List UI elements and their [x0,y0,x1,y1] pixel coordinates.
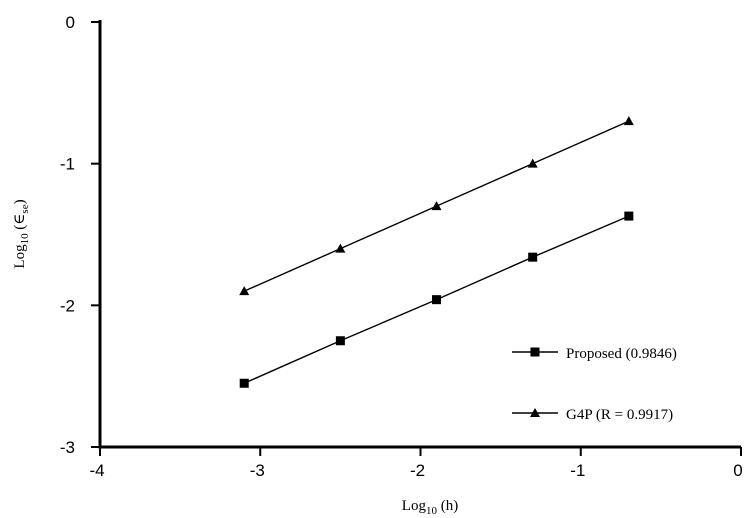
legend-label-proposed: Proposed (0.9846) [566,346,677,362]
y-tick-label: -2 [60,296,75,315]
data-point-triangle [335,243,346,253]
data-point-triangle [623,116,634,126]
data-point-triangle [239,286,250,296]
y-tick-label: -1 [60,155,75,174]
legend-item-g4p: G4P (R = 0.9917) [512,407,673,423]
legend-marker-square [530,347,540,357]
data-point-triangle [527,158,538,168]
x-tick-label: -4 [89,461,104,480]
data-point-square [528,252,538,262]
y-tick-label: -3 [60,438,75,457]
legend: Proposed (0.9846) G4P (R = 0.9917) [512,346,677,423]
legend-marker-triangle [530,408,540,417]
series-layer [239,116,634,388]
data-point-square [335,336,345,346]
data-point-square [239,378,249,388]
data-point-square [624,211,634,221]
data-point-triangle [431,201,442,211]
legend-label-g4p: G4P (R = 0.9917) [566,407,673,423]
x-tick-label: -1 [570,461,585,480]
axes [98,20,741,449]
x-axis-title: Log10 (h) [402,498,458,517]
y-tick-label: 0 [66,13,75,32]
x-tick-label: 0 [733,461,742,480]
x-tick-label: -3 [250,461,265,480]
legend-item-proposed: Proposed (0.9846) [512,346,677,362]
data-point-square [432,295,442,305]
ticks: -4 -3 -2 -1 0 0 -1 -2 -3 [60,13,743,480]
y-axis-title: Log10 (∈se) [12,199,31,268]
x-tick-label: -2 [410,461,425,480]
